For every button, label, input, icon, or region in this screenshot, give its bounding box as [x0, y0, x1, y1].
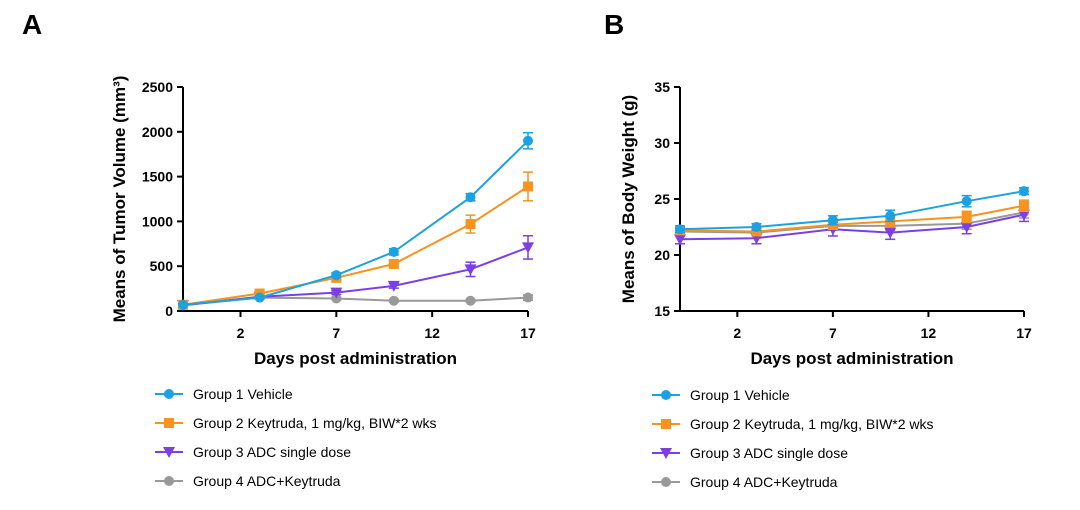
legend-marker	[661, 390, 671, 400]
data-point	[675, 224, 685, 235]
data-point	[960, 222, 973, 233]
series-group-4-adc-keytruda	[178, 292, 533, 311]
data-point	[827, 215, 838, 226]
x-tick-label: 7	[829, 325, 837, 341]
legend-entry: Group 3 ADC single dose	[155, 444, 351, 460]
data-point	[751, 222, 762, 232]
legend-marker	[164, 418, 174, 428]
data-point	[331, 270, 342, 281]
y-tick-label: 0	[165, 303, 173, 319]
data-point	[388, 246, 399, 257]
data-point	[388, 295, 399, 306]
data-point	[1018, 209, 1030, 221]
y-tick-label: 2500	[142, 79, 173, 95]
legend-marker	[164, 476, 174, 486]
panel-letter: A	[22, 9, 42, 40]
series-line	[182, 185, 529, 306]
data-point	[961, 196, 972, 207]
y-tick-label: 1500	[142, 169, 173, 185]
legend-label: Group 4 ADC+Keytruda	[193, 473, 341, 489]
series-group-1-vehicle	[675, 186, 1029, 235]
legend-entry: Group 3 ADC single dose	[652, 445, 848, 461]
legend-marker	[661, 419, 671, 429]
y-tick-label: 15	[654, 303, 670, 319]
data-point	[523, 181, 533, 192]
x-axis-title: Days post administration	[750, 349, 953, 368]
legend-label: Group 2 Keytruda, 1 mg/kg, BIW*2 wks	[690, 416, 934, 432]
legend-entry: Group 4 ADC+Keytruda	[652, 474, 838, 490]
legend-entry: Group 1 Vehicle	[652, 387, 790, 403]
legend: Group 1 Vehicle Group 2 Keytruda, 1 mg/kg…	[155, 386, 437, 489]
y-axis-title: Means of Tumor Volume (mm³)	[110, 76, 129, 323]
data-point	[523, 292, 533, 303]
series-group-2-keytruda-1-mg-kg-biw-2-wks	[178, 171, 533, 310]
legend-entry: Group 1 Vehicle	[155, 386, 293, 402]
legend-marker	[164, 389, 174, 399]
legend-entry: Group 2 Keytruda, 1 mg/kg, BIW*2 wks	[155, 415, 437, 431]
legend-label: Group 1 Vehicle	[193, 386, 293, 402]
legend-label: Group 1 Vehicle	[690, 387, 790, 403]
data-point	[884, 227, 897, 239]
x-tick-label: 17	[1016, 325, 1032, 341]
chart-panel-a: A 0 500 1000 1500 2000 2500 2 7 12 17 Days post adm…	[22, 9, 536, 489]
data-point	[465, 295, 476, 306]
y-tick-label: 1000	[142, 213, 173, 229]
series-group-4-adc-keytruda	[675, 206, 1029, 238]
y-tick-label: 2000	[142, 124, 173, 140]
data-point	[387, 280, 400, 292]
data-point	[465, 192, 476, 203]
data-point	[464, 264, 477, 276]
data-point	[885, 210, 896, 221]
legend-entry: Group 2 Keytruda, 1 mg/kg, BIW*2 wks	[652, 416, 934, 432]
data-point	[178, 299, 188, 310]
x-tick-label: 2	[237, 325, 245, 341]
data-point	[388, 258, 399, 269]
legend-entry: Group 4 ADC+Keytruda	[155, 473, 341, 489]
data-point	[522, 242, 534, 254]
data-point	[465, 219, 476, 230]
series-group-1-vehicle	[178, 131, 533, 310]
x-tick-label: 12	[424, 325, 440, 341]
y-tick-label: 25	[654, 191, 670, 207]
legend-label: Group 4 ADC+Keytruda	[690, 474, 838, 490]
legend: Group 1 Vehicle Group 2 Keytruda, 1 mg/kg…	[652, 387, 934, 490]
legend-marker	[660, 448, 672, 459]
series-line	[679, 204, 1025, 233]
chart-panel-b: B 15 20 25 30 35 2 7 12 17 Days post administratio…	[604, 9, 1032, 490]
y-tick-label: 35	[654, 79, 670, 95]
x-axis-title: Days post administration	[254, 349, 457, 368]
data-point	[330, 287, 343, 299]
series-line	[679, 190, 1025, 231]
panel-letter: B	[604, 9, 624, 40]
y-axis-title: Means of Body Weight (g)	[619, 95, 638, 303]
x-tick-label: 12	[921, 325, 937, 341]
y-tick-label: 30	[654, 135, 670, 151]
y-tick-label: 20	[654, 247, 670, 263]
legend-label: Group 3 ADC single dose	[690, 445, 848, 461]
series-line	[679, 211, 1025, 234]
x-tick-label: 7	[332, 325, 340, 341]
series-line	[182, 140, 529, 306]
data-point	[523, 135, 533, 146]
series-line	[679, 213, 1025, 241]
data-point	[1019, 200, 1029, 211]
legend-label: Group 3 ADC single dose	[193, 444, 351, 460]
x-tick-label: 17	[520, 325, 536, 341]
legend-marker	[661, 477, 671, 487]
y-tick-label: 500	[150, 258, 174, 274]
data-point	[254, 292, 265, 303]
data-point	[1019, 186, 1029, 197]
data-point	[961, 211, 972, 222]
data-point	[674, 234, 686, 246]
legend-marker	[163, 447, 175, 458]
x-tick-label: 2	[733, 325, 741, 341]
legend-label: Group 2 Keytruda, 1 mg/kg, BIW*2 wks	[193, 415, 437, 431]
